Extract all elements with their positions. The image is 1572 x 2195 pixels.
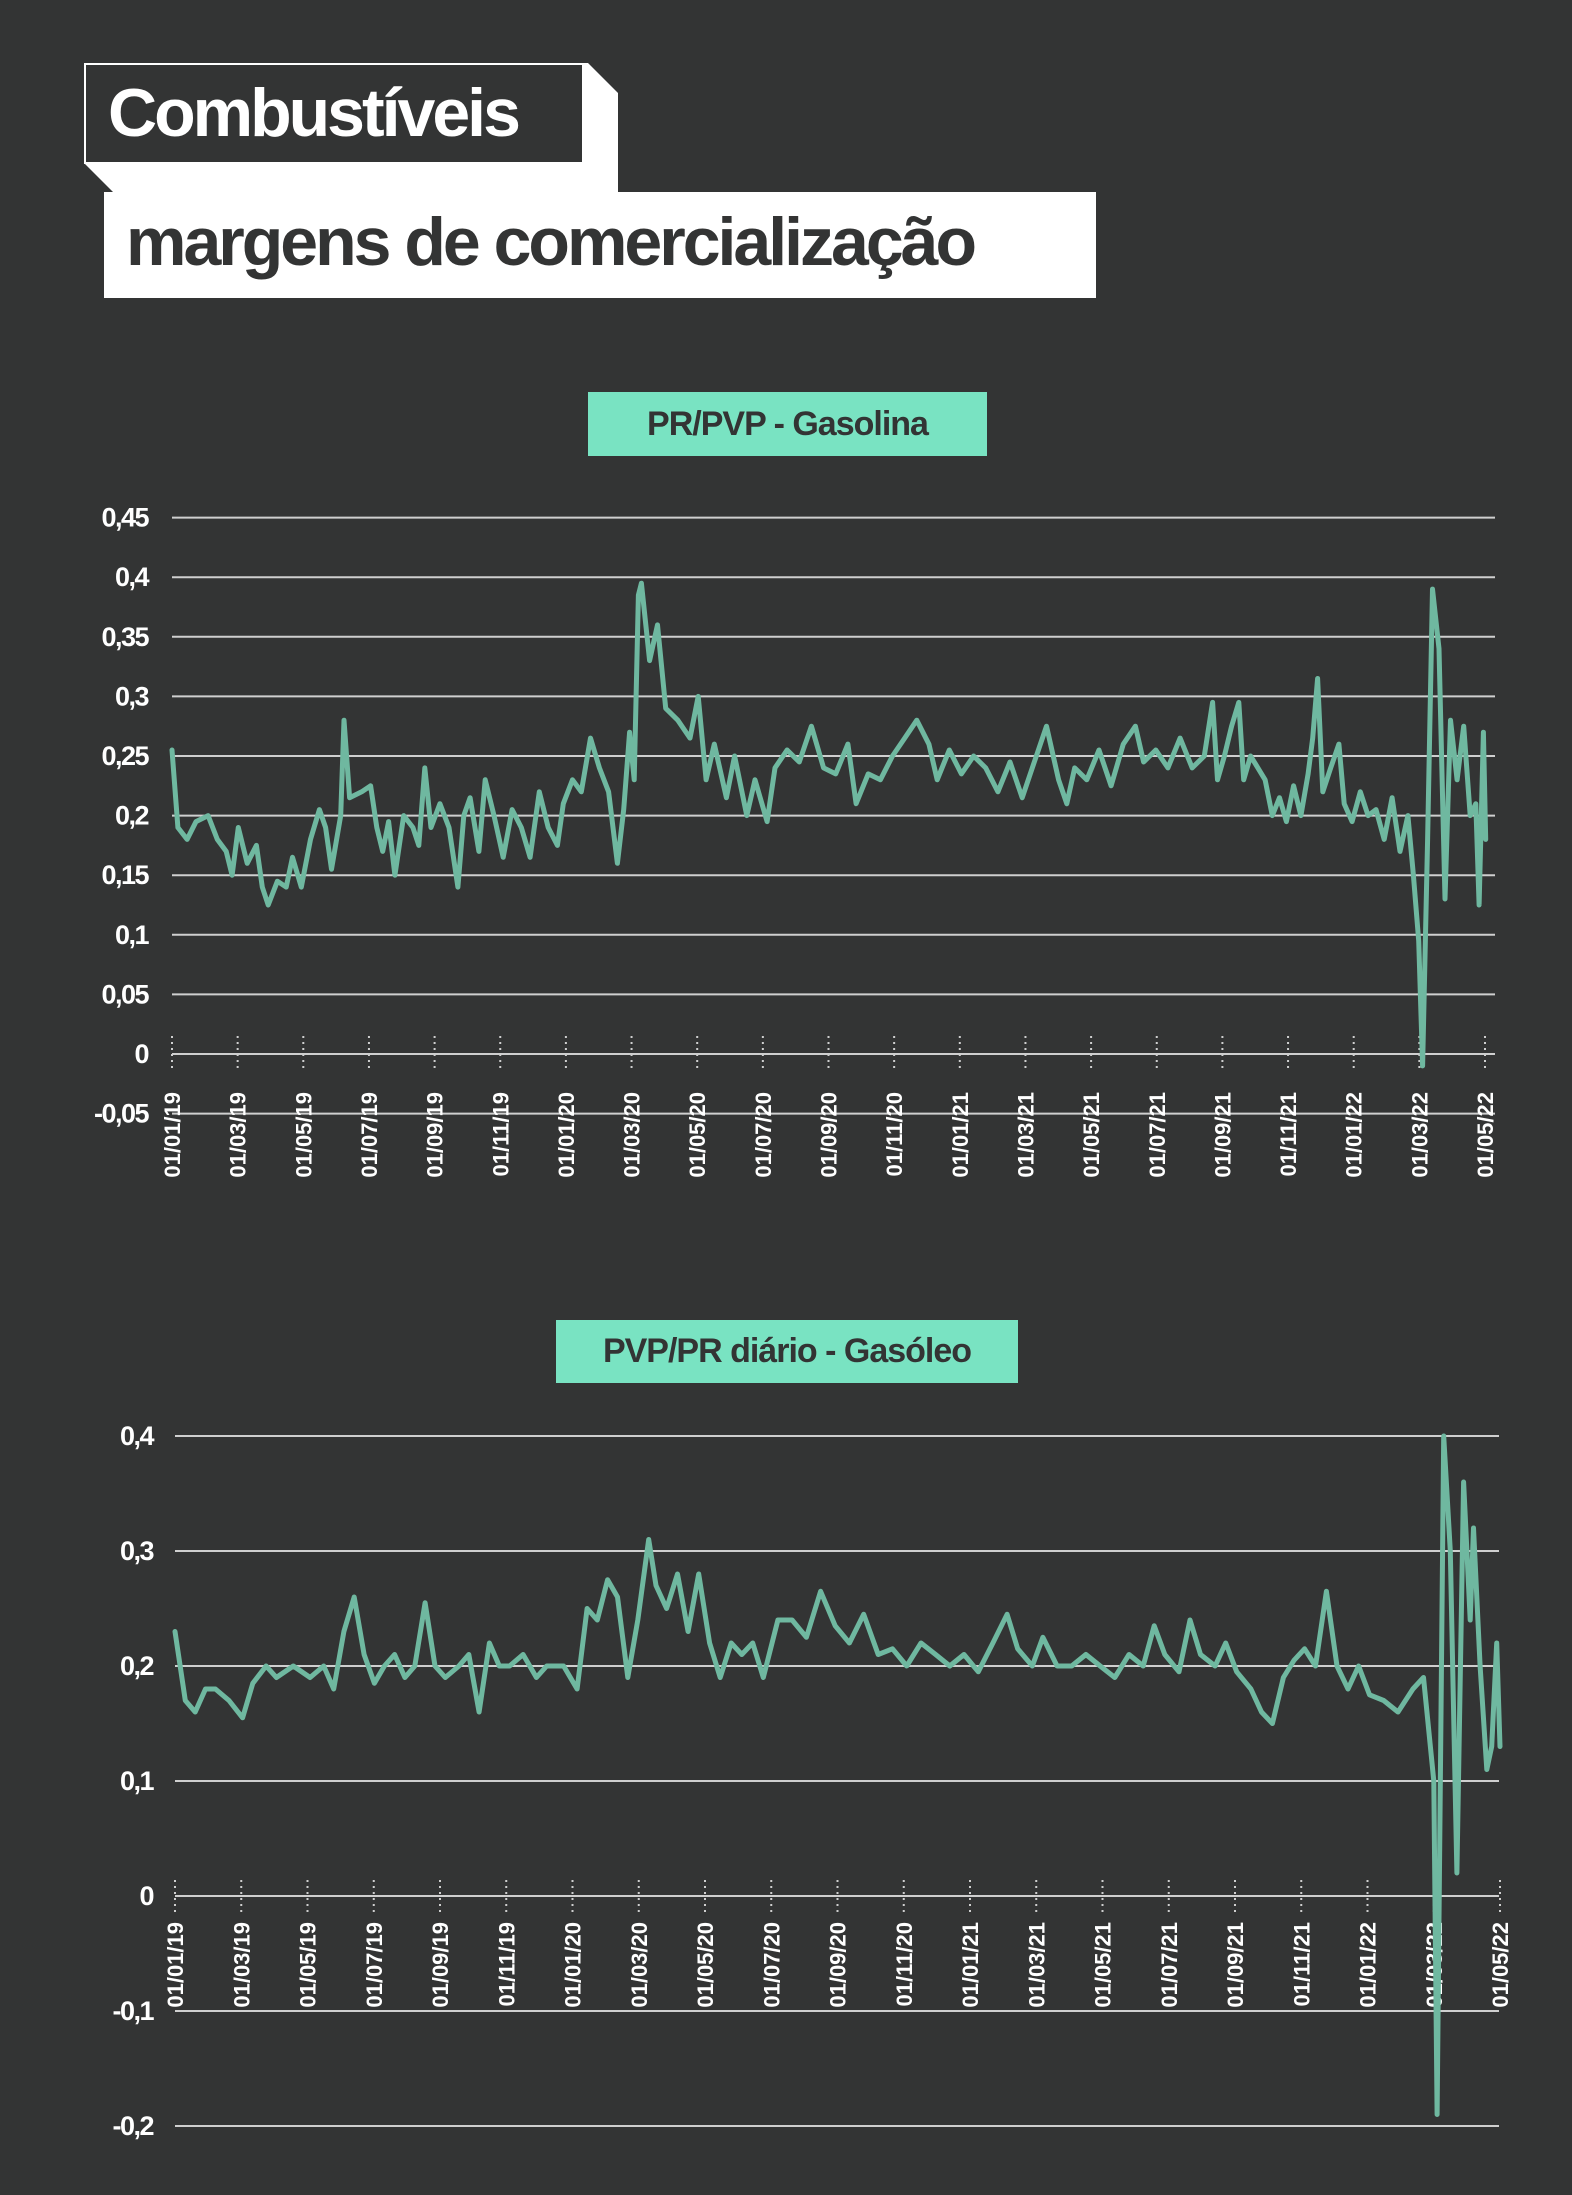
y-tick-label: 0,2: [115, 801, 149, 831]
page-title: Combustíveis: [84, 63, 584, 164]
x-tick-label: 01/03/21: [1013, 1092, 1038, 1178]
y-tick-label: 0,25: [101, 741, 149, 771]
x-tick-label: 01/05/20: [685, 1092, 710, 1178]
x-tick-label: 01/03/19: [229, 1922, 254, 2008]
y-tick-label: 0: [134, 1039, 148, 1069]
x-tick-label: 01/01/22: [1356, 1922, 1381, 2008]
x-tick-label: 01/09/20: [817, 1092, 842, 1178]
y-tick-label: 0,1: [120, 1766, 155, 1796]
x-tick-label: 01/01/21: [948, 1092, 973, 1178]
y-tick-label: 0,2: [120, 1651, 154, 1681]
x-tick-label: 01/07/21: [1157, 1922, 1182, 2008]
x-tick-label: 01/03/20: [620, 1092, 645, 1178]
x-tick-label: 01/03/21: [1024, 1922, 1049, 2008]
x-tick-label: 01/09/19: [423, 1092, 448, 1178]
chart-title-gasoleo: PVP/PR diário - Gasóleo: [556, 1320, 1018, 1383]
x-tick-label: 01/01/22: [1342, 1092, 1367, 1178]
y-tick-label: 0,45: [101, 503, 149, 533]
x-tick-label: 01/09/19: [428, 1922, 453, 2008]
y-tick-label: 0: [139, 1881, 153, 1911]
x-tick-label: 01/05/19: [296, 1922, 321, 2008]
y-tick-label: 0,15: [101, 860, 149, 890]
x-tick-label: 01/05/19: [291, 1092, 316, 1178]
x-tick-label: 01/07/19: [362, 1922, 387, 2008]
y-tick-label: -0,05: [94, 1099, 150, 1129]
x-tick-label: 01/11/21: [1276, 1092, 1301, 1176]
y-tick-label: -0,1: [112, 1996, 154, 2026]
x-tick-label: 01/03/22: [1407, 1092, 1432, 1178]
y-tick-label: 0,3: [115, 681, 150, 711]
x-tick-label: 01/01/20: [561, 1922, 586, 2008]
x-tick-label: 01/01/19: [160, 1092, 185, 1178]
y-tick-label: 0,1: [115, 920, 150, 950]
chart-title-gasolina: PR/PVP - Gasolina: [588, 392, 987, 456]
x-tick-label: 01/03/20: [627, 1922, 652, 2008]
y-tick-label: 0,35: [101, 622, 149, 652]
x-tick-label: 01/11/19: [488, 1092, 513, 1176]
x-tick-label: 01/09/21: [1223, 1922, 1248, 2008]
x-tick-label: 01/07/19: [357, 1092, 382, 1178]
series-line: [169, 580, 1489, 1069]
x-tick-label: 01/01/21: [958, 1922, 983, 2008]
x-tick-label: 01/11/20: [892, 1922, 917, 2006]
x-tick-label: 01/05/22: [1488, 1922, 1513, 2008]
x-tick-label: 01/03/19: [226, 1092, 251, 1178]
y-tick-label: 0,05: [101, 979, 149, 1009]
x-tick-label: 01/01/20: [554, 1092, 579, 1178]
x-tick-label: 01/05/21: [1091, 1922, 1116, 2008]
series-line: [172, 1433, 1503, 2117]
x-tick-label: 01/07/20: [751, 1092, 776, 1178]
y-tick-label: 0,4: [120, 1421, 155, 1451]
x-tick-label: 01/09/21: [1210, 1092, 1235, 1178]
x-tick-label: 01/05/22: [1473, 1092, 1498, 1178]
x-tick-label: 01/09/20: [826, 1922, 851, 2008]
x-tick-label: 01/11/20: [882, 1092, 907, 1176]
x-tick-label: 01/07/20: [759, 1922, 784, 2008]
x-tick-label: 01/05/20: [693, 1922, 718, 2008]
x-tick-label: 01/11/21: [1289, 1922, 1314, 2006]
x-tick-label: 01/01/19: [163, 1922, 188, 2008]
x-tick-label: 01/11/19: [494, 1922, 519, 2006]
y-tick-label: 0,4: [115, 562, 150, 592]
y-tick-label: 0,3: [120, 1536, 155, 1566]
x-tick-label: 01/05/21: [1079, 1092, 1104, 1178]
x-tick-label: 01/07/21: [1145, 1092, 1170, 1178]
y-tick-label: -0,2: [112, 2111, 153, 2141]
page-subtitle: margens de comercialização: [104, 192, 1096, 298]
